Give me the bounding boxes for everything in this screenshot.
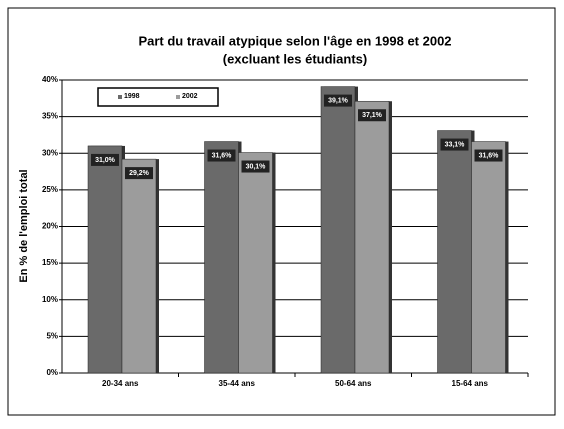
x-tick-label: 15-64 ans [452,379,489,388]
y-tick-label: 35% [42,112,58,121]
value-label-bg [474,149,503,162]
value-label-bg [207,149,236,162]
legend-swatch [176,95,180,99]
y-tick-label: 5% [46,331,58,340]
legend-label: 2002 [182,93,198,100]
value-label: 31,6% [479,152,500,159]
y-tick-label: 0% [46,368,58,377]
value-label-bg [125,167,153,180]
value-label-bg [241,160,270,173]
value-label: 31,6% [212,152,233,159]
legend-box [97,87,219,107]
legend-swatch [118,95,122,99]
value-label: 37,1% [362,112,383,119]
legend-label: 1998 [124,93,140,100]
y-tick-label: 40% [42,75,58,84]
bar [437,130,472,374]
bar [354,100,390,374]
bar [471,141,506,374]
y-tick-label: 10% [42,295,58,304]
bar [121,158,157,374]
bar [204,141,239,374]
x-tick-label: 20-34 ans [102,379,139,388]
y-tick-label: 20% [42,222,58,231]
bar [238,152,273,374]
value-label: 39,1% [328,97,349,104]
x-tick-label: 50-64 ans [335,379,372,388]
value-label: 29,2% [129,170,150,177]
y-axis-label: En % de l'emploi total [18,169,30,282]
value-label-bg [324,94,352,107]
y-tick-label: 25% [42,185,58,194]
bar [320,86,356,374]
value-label: 33,1% [445,141,466,148]
value-label: 31,0% [95,157,116,164]
bar [87,145,123,374]
value-label-bg [358,109,386,122]
value-label: 30,1% [246,163,267,170]
x-tick-label: 35-44 ans [219,379,256,388]
chart-title: Part du travail atypique selon l'âge en … [138,33,451,48]
frame [7,7,556,416]
value-label-bg [91,153,119,166]
value-label-bg [440,138,469,151]
chart-subtitle: (excluant les étudiants) [223,51,367,66]
y-tick-label: 30% [42,148,58,157]
y-tick-label: 15% [42,258,58,267]
